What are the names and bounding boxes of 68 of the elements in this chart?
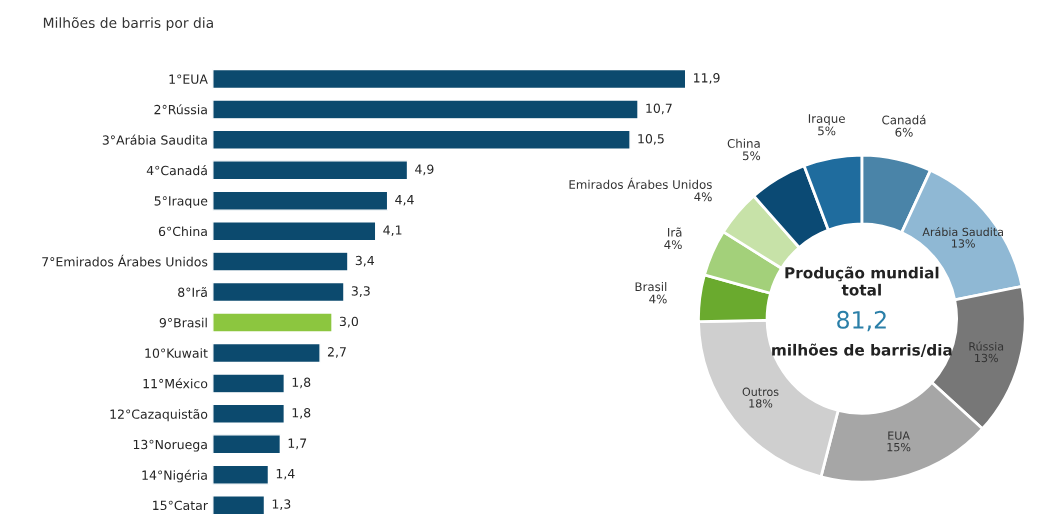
data-label: 3,3: [351, 286, 370, 297]
data-label: 10,5: [638, 134, 664, 145]
data-label: 1,4: [276, 469, 295, 480]
data-label: 3,0: [339, 316, 359, 328]
text: Produção mundial total: [785, 266, 939, 296]
bar: [212, 495, 266, 516]
data-label: 10,7: [646, 103, 672, 115]
data-label: 11,9: [694, 73, 720, 84]
text: 81,2: [837, 310, 886, 332]
bar: [212, 190, 389, 211]
y-tick-label: 11°México: [143, 378, 208, 389]
bar: [212, 403, 286, 424]
slice-label: Outros: [742, 387, 779, 396]
data-label: 13%: [952, 239, 975, 248]
data-label: 1,8: [292, 377, 311, 389]
data-label: 4,1: [383, 225, 402, 237]
slice-label: China: [727, 138, 760, 148]
data-label: 5%: [818, 126, 836, 136]
slice-label: Brasil: [635, 282, 667, 292]
data-label: 4%: [664, 240, 682, 250]
y-tick-label: 8°Irã: [178, 287, 207, 297]
data-label: 18%: [749, 399, 773, 408]
text: milhões de barris/dia: [772, 343, 952, 357]
bar: [212, 251, 349, 272]
slice-label: EUA: [888, 431, 910, 440]
y-tick-label: 1°EUA: [169, 74, 208, 84]
slice-label: Iraque: [808, 114, 845, 126]
y-tick-label: 3°Arábia Saudita: [102, 134, 207, 145]
bar: [212, 221, 377, 242]
slice-label: Emirados Árabes Unidos: [569, 177, 712, 189]
data-label: 3,4: [355, 255, 375, 267]
y-tick-label: 5°Iraque: [154, 196, 208, 209]
data-label: 1,8: [292, 408, 311, 419]
data-label: 2,7: [327, 347, 346, 358]
bar: [212, 68, 687, 90]
data-label: 4%: [649, 294, 667, 304]
data-label: 5%: [742, 151, 761, 161]
y-tick-label: 6°China: [158, 226, 207, 237]
slice-label: Canadá: [882, 114, 926, 125]
data-label: 1,7: [288, 438, 307, 450]
y-tick-label: 15°Catar: [153, 500, 208, 511]
y-tick-label: 4°Canadá: [146, 165, 207, 176]
bar: [212, 373, 286, 394]
bar: [212, 129, 631, 150]
data-label: 15%: [887, 442, 911, 452]
slice-label: Rússia: [969, 341, 1004, 351]
data-label: 13%: [975, 353, 998, 363]
bar: [212, 312, 333, 333]
slice-label: Irã: [668, 227, 682, 237]
data-label: 1,3: [272, 499, 291, 511]
y-tick-label: 12°Cazaquistão: [110, 408, 208, 422]
y-tick-label: 10°Kuwait: [145, 348, 208, 358]
chart-subtitle: Milhões de barris por dia: [43, 17, 213, 31]
bar: [212, 464, 270, 485]
bar: [212, 281, 345, 303]
bar: [212, 434, 282, 455]
bar: [212, 342, 321, 364]
data-label: 4,9: [415, 164, 434, 176]
y-tick-label: 2°Rússia: [154, 104, 207, 115]
bar: [212, 160, 409, 181]
bar: [212, 99, 639, 120]
y-tick-label: 9°Brasil: [159, 317, 207, 328]
y-tick-label: 13°Noruega: [133, 439, 207, 452]
y-tick-label: 14°Nigéria: [142, 469, 207, 483]
data-label: 4%: [694, 192, 712, 202]
data-label: 6%: [895, 127, 913, 137]
y-tick-label: 7°Emirados Árabes Unidos: [42, 254, 208, 267]
data-label: 4,4: [395, 195, 414, 206]
